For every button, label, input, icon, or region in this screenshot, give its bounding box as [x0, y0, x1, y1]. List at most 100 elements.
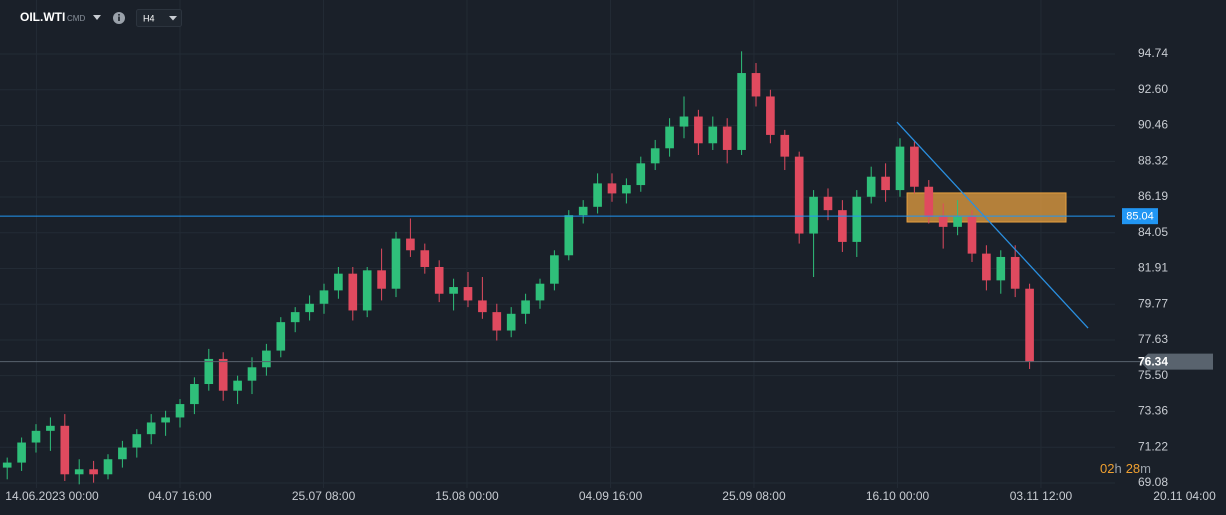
x-tick-label: 20.11 04:00 — [1153, 489, 1216, 503]
y-tick-label: 73.36 — [1138, 404, 1168, 418]
market: CMD — [67, 14, 85, 23]
timeframe-selector[interactable] — [136, 9, 182, 27]
symbol[interactable]: OIL.WTI — [20, 10, 65, 24]
y-tick-label: 71.22 — [1138, 439, 1168, 453]
candle-body — [751, 73, 761, 97]
candle-body — [593, 183, 602, 207]
timeframe: H4 — [143, 13, 155, 23]
candle-body — [650, 148, 660, 164]
candle-body — [622, 185, 631, 194]
candle-body — [478, 300, 487, 313]
candle-body — [348, 273, 358, 311]
countdown-text: 02h 28m — [1100, 461, 1151, 476]
candle-body — [118, 447, 127, 460]
x-tick-label: 14.06.2023 00:00 — [5, 489, 99, 503]
candle-body — [967, 216, 977, 254]
candle-body — [722, 126, 732, 150]
candle-body — [708, 126, 718, 144]
candle-body — [391, 238, 401, 289]
candle-body — [521, 300, 530, 314]
timeframe-dropdown — [169, 16, 177, 21]
candle-body — [1025, 288, 1034, 362]
y-tick-label: 94.74 — [1138, 46, 1168, 60]
candle-body — [233, 380, 242, 391]
candle-body — [290, 312, 300, 323]
candle-body — [60, 425, 70, 475]
price-zone — [906, 192, 1067, 223]
x-tick-label: 15.08 00:00 — [435, 489, 499, 503]
candle-body — [204, 358, 214, 385]
info-glyph — [118, 16, 120, 21]
y-tick-label: 90.46 — [1138, 118, 1168, 132]
candle-body — [737, 73, 746, 150]
candle-body — [218, 358, 228, 391]
candle-body — [881, 176, 890, 191]
candle-body — [161, 417, 170, 423]
y-tick-label: 79.77 — [1138, 296, 1168, 310]
hline-label-box — [1122, 208, 1158, 225]
candle-body — [794, 156, 804, 234]
candle-body — [766, 96, 775, 135]
countdown-minutes: 28 — [1126, 461, 1140, 476]
candle-body — [838, 210, 847, 242]
candle-body — [362, 270, 372, 311]
candle-body — [809, 196, 818, 234]
candle-body — [564, 215, 574, 256]
candle-body — [74, 469, 84, 475]
candle-body — [823, 196, 833, 211]
trendline — [896, 121, 1089, 329]
hline-label: 85.04 — [1126, 211, 1154, 223]
x-tick-label: 25.07 08:00 — [292, 489, 356, 503]
candle-body — [406, 238, 415, 251]
candle-body — [247, 367, 257, 381]
last-price-box — [1140, 353, 1213, 370]
countdown-unit: m — [1140, 461, 1151, 476]
candle-body — [694, 116, 703, 144]
candle-body — [190, 384, 199, 405]
candle-body — [89, 469, 98, 475]
candle-body — [550, 255, 559, 284]
countdown: 02h 28m — [1100, 461, 1151, 476]
candle-body — [953, 216, 962, 227]
y-tick-label: 92.60 — [1138, 82, 1168, 96]
header: OIL.WTI CMD H4 — [20, 9, 182, 27]
x-tick-label: 16.10 00:00 — [866, 489, 930, 503]
candle-body — [665, 126, 674, 149]
candle-body — [420, 250, 430, 267]
candle-body — [2, 462, 12, 468]
y-tick-label: 86.19 — [1138, 189, 1168, 203]
candle-body — [334, 273, 343, 291]
candle-body — [449, 287, 458, 294]
y-tick-label: 69.08 — [1138, 475, 1168, 489]
candle-body — [319, 290, 329, 304]
x-tick-label: 04.09 16:00 — [579, 489, 643, 503]
candle-body — [132, 434, 142, 448]
candle-body — [910, 146, 919, 187]
y-tick-label: 75.50 — [1138, 368, 1168, 382]
x-tick-label: 25.09 08:00 — [722, 489, 786, 503]
candle-body — [46, 425, 55, 431]
candle-body — [175, 404, 185, 418]
candle-body — [578, 206, 588, 216]
candle-body — [492, 312, 502, 331]
y-tick-label: 84.05 — [1138, 225, 1168, 239]
candle-body — [305, 303, 314, 313]
symbol-dropdown[interactable] — [93, 15, 101, 20]
candle-body — [17, 442, 26, 463]
info-glyph — [118, 14, 120, 16]
candle-body — [276, 322, 286, 351]
candle-body — [895, 146, 905, 191]
candle-body — [924, 186, 934, 217]
candle-body — [852, 196, 862, 242]
candle-body — [506, 313, 516, 331]
candle-body — [866, 176, 876, 197]
candle-body — [996, 256, 1006, 281]
y-tick-label: 77.63 — [1138, 332, 1168, 346]
candle-body — [938, 216, 948, 227]
candle-body — [377, 270, 386, 289]
y-tick-label: 81.91 — [1138, 261, 1168, 275]
candle-body — [463, 287, 473, 301]
candle-body — [103, 459, 113, 475]
